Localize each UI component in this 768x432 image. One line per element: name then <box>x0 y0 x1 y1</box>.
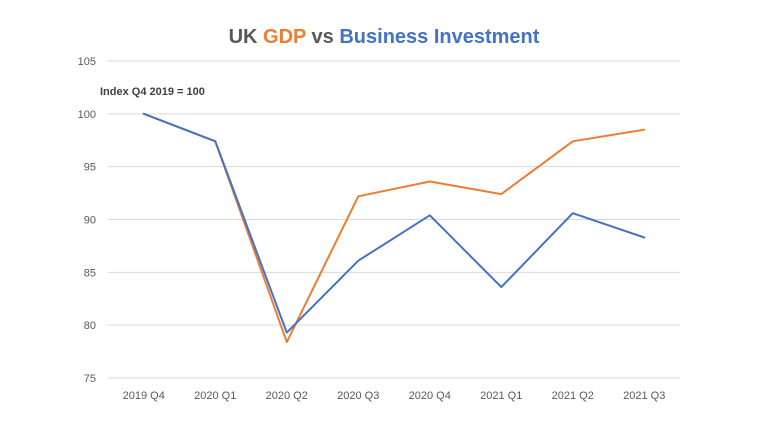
x-tick-label: 2020 Q4 <box>409 390 451 402</box>
title-part-uk: UK <box>228 26 264 48</box>
series-lines <box>142 112 646 344</box>
title-part-gdp: GDP <box>263 26 306 48</box>
y-tick-label: 105 <box>78 56 96 68</box>
y-tick-label: 90 <box>84 215 96 227</box>
chart-title: UK GDP vs Business Investment <box>0 26 768 49</box>
y-tick-label: 95 <box>84 162 96 174</box>
x-tick-label: 2020 Q2 <box>266 390 308 402</box>
x-tick-label: 2020 Q1 <box>194 390 236 402</box>
x-axis-ticks: 2019 Q4 2020 Q1 2020 Q2 2020 Q3 2020 Q4 2021 … <box>123 390 666 402</box>
x-tick-label: 2021 Q1 <box>480 390 522 402</box>
index-annotation: Index Q4 2019 = 100 <box>100 86 205 98</box>
x-tick-label: 2020 Q3 <box>337 390 379 402</box>
x-tick-label: 2019 Q4 <box>123 390 165 402</box>
business-investment-line <box>142 112 646 334</box>
y-tick-label: 85 <box>84 267 96 279</box>
y-tick-label: 100 <box>78 109 96 121</box>
x-tick-label: 2021 Q2 <box>552 390 594 402</box>
gridlines <box>108 60 680 379</box>
y-tick-label: 75 <box>84 373 96 385</box>
y-axis-ticks: 75 80 85 90 95 100 105 <box>78 56 96 385</box>
title-part-vs: vs <box>306 26 340 48</box>
title-part-business-investment: Business Investment <box>339 26 540 48</box>
x-tick-label: 2021 Q3 <box>623 390 665 402</box>
y-tick-label: 80 <box>84 320 96 332</box>
